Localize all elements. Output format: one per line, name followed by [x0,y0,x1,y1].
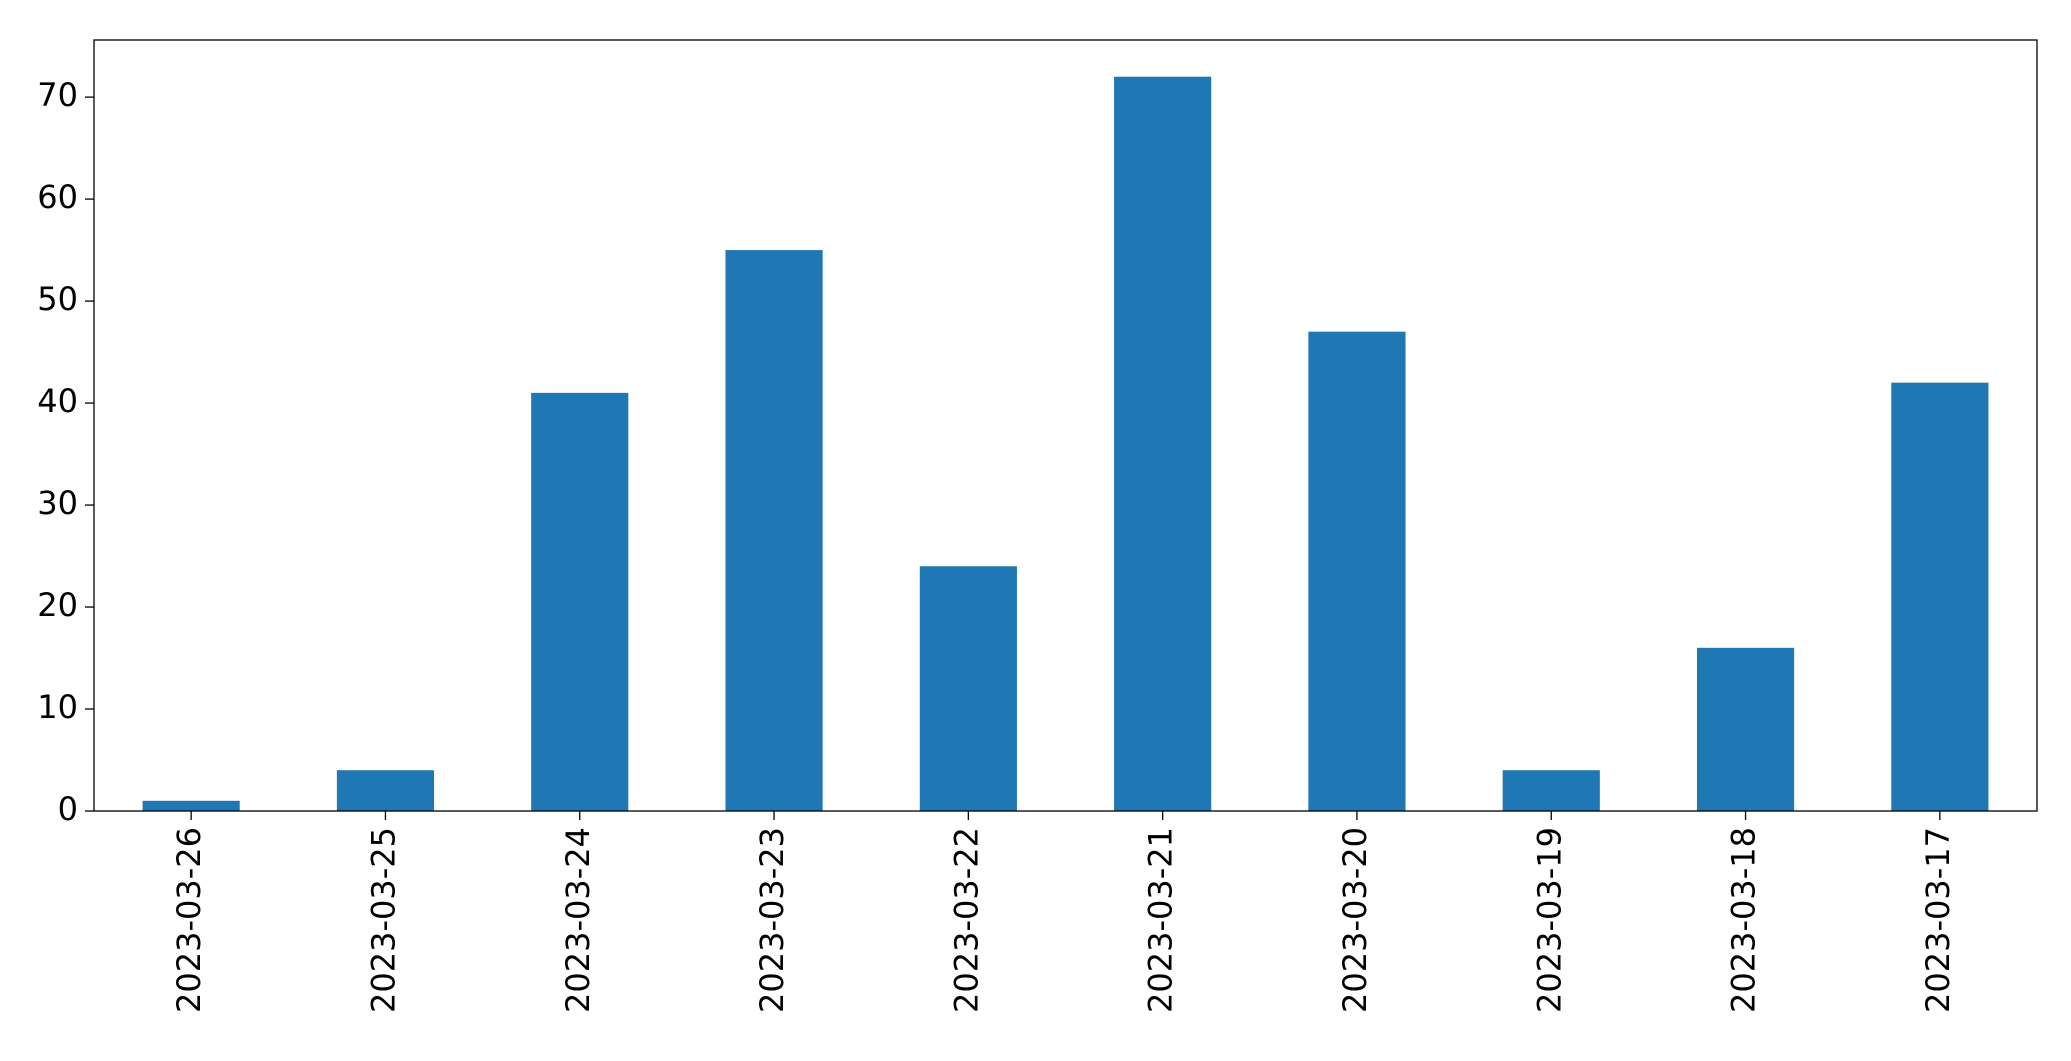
plot-frame [93,39,2038,812]
bar [725,250,823,812]
x-tick-label: 2023-03-21 [1142,827,1180,1013]
bar [531,392,629,811]
y-tick-label: 30 [37,484,78,522]
bar [919,566,1017,811]
bar [1502,770,1600,811]
bar [336,770,435,811]
x-tick-label: 2023-03-22 [947,827,985,1013]
y-tick-label: 10 [37,688,78,726]
bar [1308,331,1406,811]
bar [142,800,240,811]
x-tick-label: 2023-03-17 [1919,827,1957,1013]
x-tick-label: 2023-03-24 [559,827,597,1013]
y-tick-label: 50 [37,280,78,318]
x-tick-label: 2023-03-19 [1530,827,1568,1013]
x-tick-label: 2023-03-18 [1725,827,1763,1013]
y-tick-label: 0 [58,790,78,828]
y-tick-label: 60 [37,178,78,216]
x-tick-label: 2023-03-20 [1336,827,1374,1013]
y-tick-label: 40 [37,382,78,420]
bar [1696,647,1795,811]
y-tick-label: 70 [37,76,78,114]
bar [1891,382,1989,811]
y-tick-label: 20 [37,586,78,624]
x-tick-label: 2023-03-23 [753,827,791,1013]
bar [1114,76,1212,811]
x-tick-label: 2023-03-25 [364,827,402,1013]
x-tick-label: 2023-03-26 [170,827,208,1013]
